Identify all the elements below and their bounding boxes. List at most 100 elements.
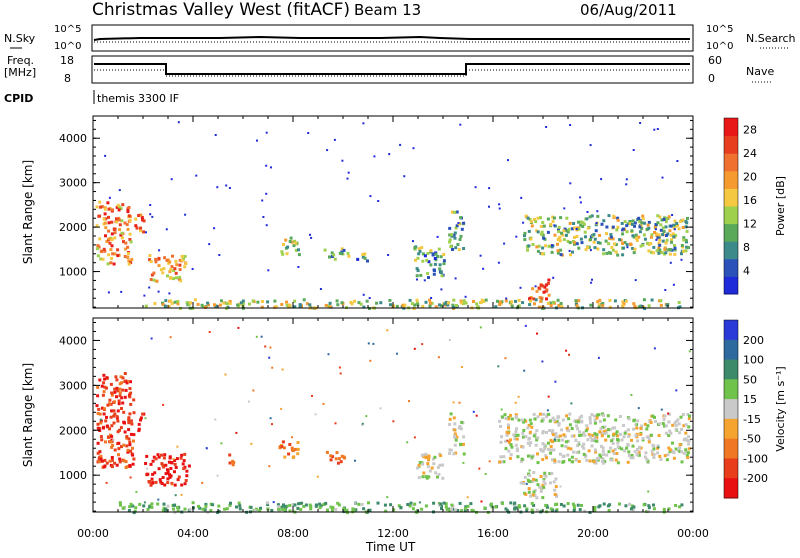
data-cell <box>132 439 135 443</box>
data-cell <box>288 240 292 243</box>
data-cell <box>507 449 511 453</box>
data-cell <box>180 254 184 258</box>
data-cell <box>237 326 240 329</box>
data-cell <box>291 436 294 439</box>
data-cell <box>239 301 243 305</box>
data-cell <box>102 247 106 251</box>
colorbar-tick-label: 16 <box>743 194 757 207</box>
data-cell <box>512 433 516 437</box>
data-cell <box>534 478 538 482</box>
data-cell <box>153 302 157 306</box>
data-cell <box>167 304 171 308</box>
data-cell <box>332 253 336 257</box>
data-cell <box>111 252 115 256</box>
data-cell <box>575 304 579 308</box>
data-cell <box>503 242 506 245</box>
data-cell <box>433 257 437 260</box>
data-cell <box>583 433 587 437</box>
data-cell <box>586 245 590 249</box>
data-cell <box>362 122 365 125</box>
data-cell <box>116 419 120 423</box>
data-cell <box>556 298 560 302</box>
data-cell <box>361 253 365 256</box>
data-cell <box>165 228 168 231</box>
data-cell <box>538 412 542 416</box>
data-cell <box>616 218 620 222</box>
data-cell <box>139 213 143 217</box>
data-cell <box>557 435 561 439</box>
colorbar-tick-label: -50 <box>743 433 761 446</box>
data-cell <box>118 189 121 192</box>
data-cell <box>542 224 546 228</box>
data-cell <box>139 229 142 233</box>
data-cell <box>559 248 563 252</box>
data-cell <box>674 233 678 237</box>
data-cell <box>372 342 375 345</box>
data-cell <box>653 347 656 350</box>
data-cell <box>586 438 590 442</box>
data-cell <box>567 227 571 231</box>
data-cell <box>149 278 153 281</box>
data-cell <box>120 396 124 400</box>
data-cell <box>449 245 453 248</box>
data-cell <box>685 454 689 458</box>
data-cell <box>681 226 685 229</box>
data-cell <box>623 431 627 435</box>
data-cell <box>569 253 572 257</box>
data-cell <box>142 504 146 508</box>
data-cell <box>272 501 275 504</box>
data-cell <box>654 223 658 226</box>
data-cell <box>620 222 624 225</box>
data-cell <box>523 238 527 241</box>
freq-strip <box>91 55 694 84</box>
data-cell <box>329 505 333 509</box>
data-cell <box>686 412 690 416</box>
data-cell <box>685 450 689 454</box>
data-cell <box>652 503 655 507</box>
data-cell <box>132 433 136 437</box>
data-cell <box>640 424 644 428</box>
data-cell <box>505 430 509 434</box>
data-cell <box>623 241 627 244</box>
data-cell <box>631 219 635 223</box>
data-cell <box>182 467 186 471</box>
colorbar-tick-label: 8 <box>743 241 750 254</box>
data-cell <box>318 502 322 506</box>
data-cell <box>621 253 625 257</box>
data-cell <box>432 272 436 276</box>
data-cell <box>143 294 146 297</box>
beam-label: Beam 13 <box>354 1 421 19</box>
colorbar-swatch <box>724 418 738 440</box>
data-cell <box>145 472 149 476</box>
data-cell <box>532 490 536 494</box>
data-cell <box>428 469 432 473</box>
data-cell <box>168 473 171 477</box>
data-cell <box>330 255 334 258</box>
data-cell <box>650 449 654 453</box>
data-cell <box>596 241 600 245</box>
data-cell <box>152 455 156 459</box>
data-cell <box>480 500 483 503</box>
data-cell <box>498 203 501 206</box>
data-cell <box>645 457 649 461</box>
data-cell <box>157 467 161 471</box>
data-cell <box>609 446 613 450</box>
data-cell <box>307 132 310 134</box>
colorbar-swatch <box>724 170 738 189</box>
data-cell <box>546 409 549 412</box>
data-cell <box>112 262 116 266</box>
data-cell <box>426 272 430 275</box>
data-cell <box>277 509 281 513</box>
data-cell <box>517 304 521 308</box>
data-cell <box>182 459 186 463</box>
data-cell <box>264 345 267 348</box>
data-cell <box>426 252 430 255</box>
data-cell <box>118 387 122 391</box>
data-cell <box>607 450 611 454</box>
data-cell <box>543 482 547 486</box>
data-cell <box>528 430 532 434</box>
data-cell <box>513 437 517 441</box>
data-cell <box>649 242 653 245</box>
data-cell <box>287 305 291 309</box>
data-cell <box>225 507 229 511</box>
